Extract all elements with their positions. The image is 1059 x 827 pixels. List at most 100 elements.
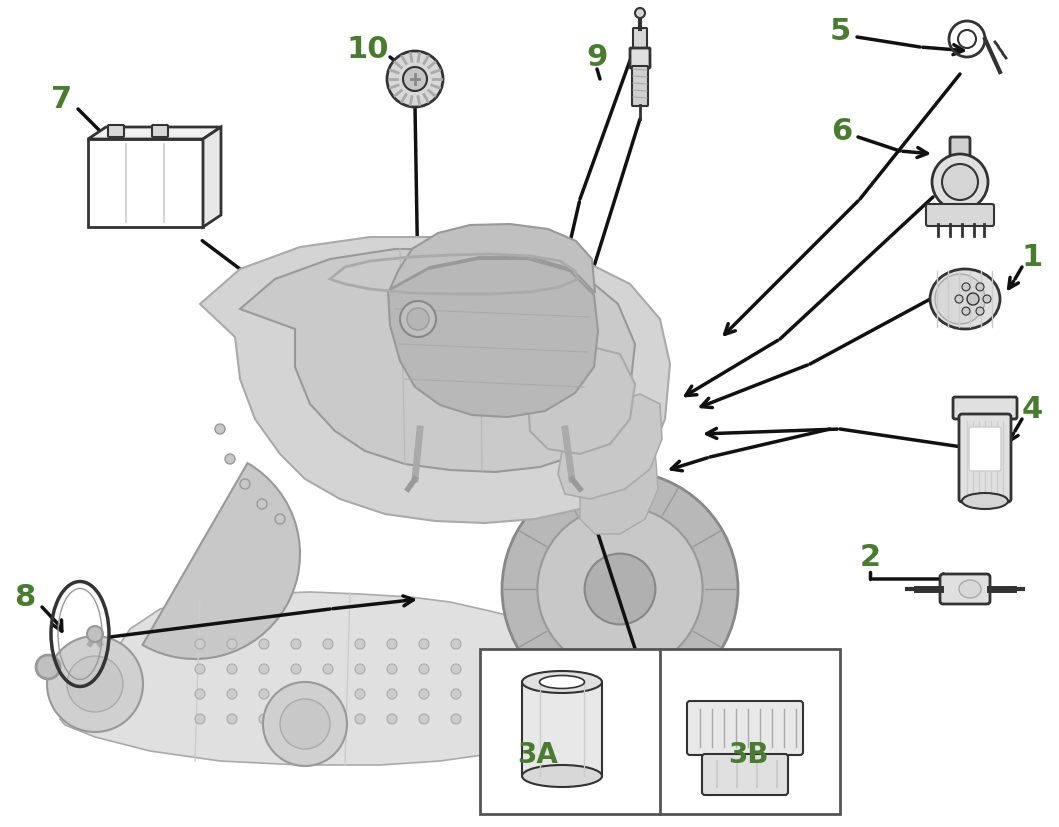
Ellipse shape xyxy=(522,672,602,693)
Circle shape xyxy=(407,308,429,331)
Circle shape xyxy=(291,639,301,649)
Circle shape xyxy=(355,715,365,724)
Circle shape xyxy=(932,155,988,211)
Circle shape xyxy=(400,302,436,337)
Ellipse shape xyxy=(962,494,1008,509)
Circle shape xyxy=(323,715,333,724)
Circle shape xyxy=(537,507,702,672)
Text: 10: 10 xyxy=(346,36,390,65)
Circle shape xyxy=(451,715,461,724)
Text: 6: 6 xyxy=(831,117,852,146)
Circle shape xyxy=(387,715,397,724)
Circle shape xyxy=(280,699,330,749)
Text: 3B: 3B xyxy=(728,740,768,768)
Circle shape xyxy=(225,455,235,465)
Polygon shape xyxy=(240,250,635,472)
Polygon shape xyxy=(203,128,221,227)
Circle shape xyxy=(419,664,429,674)
FancyBboxPatch shape xyxy=(953,398,1017,419)
Circle shape xyxy=(635,9,645,19)
Circle shape xyxy=(195,689,205,699)
Polygon shape xyxy=(388,260,598,418)
Circle shape xyxy=(355,639,365,649)
Ellipse shape xyxy=(522,765,602,787)
Circle shape xyxy=(195,639,205,649)
Circle shape xyxy=(943,165,979,201)
Circle shape xyxy=(355,689,365,699)
Circle shape xyxy=(227,689,237,699)
Circle shape xyxy=(451,639,461,649)
Text: 3A: 3A xyxy=(518,740,558,768)
Ellipse shape xyxy=(930,270,1000,330)
FancyBboxPatch shape xyxy=(969,428,1001,471)
Circle shape xyxy=(291,715,301,724)
Circle shape xyxy=(323,664,333,674)
Circle shape xyxy=(976,308,984,316)
Circle shape xyxy=(47,636,143,732)
Polygon shape xyxy=(558,394,662,500)
FancyBboxPatch shape xyxy=(926,205,994,227)
Polygon shape xyxy=(580,439,658,534)
Circle shape xyxy=(275,514,285,524)
Polygon shape xyxy=(390,225,595,294)
Circle shape xyxy=(387,689,397,699)
Text: 4: 4 xyxy=(1021,395,1043,424)
FancyBboxPatch shape xyxy=(959,414,1011,502)
Circle shape xyxy=(962,284,970,292)
Circle shape xyxy=(36,655,60,679)
FancyBboxPatch shape xyxy=(152,126,168,138)
Circle shape xyxy=(419,639,429,649)
Circle shape xyxy=(967,294,979,306)
Ellipse shape xyxy=(959,581,981,598)
Circle shape xyxy=(323,639,333,649)
Circle shape xyxy=(355,664,365,674)
Circle shape xyxy=(983,295,991,304)
Text: 1: 1 xyxy=(1021,243,1043,272)
Circle shape xyxy=(962,308,970,316)
Circle shape xyxy=(955,295,963,304)
Text: 5: 5 xyxy=(829,17,850,46)
Circle shape xyxy=(323,689,333,699)
Text: 9: 9 xyxy=(587,44,608,73)
Circle shape xyxy=(227,664,237,674)
FancyBboxPatch shape xyxy=(480,649,840,814)
Circle shape xyxy=(451,664,461,674)
Polygon shape xyxy=(60,592,575,765)
Circle shape xyxy=(976,284,984,292)
FancyBboxPatch shape xyxy=(632,67,648,107)
FancyBboxPatch shape xyxy=(940,574,990,605)
Circle shape xyxy=(259,664,269,674)
Polygon shape xyxy=(528,345,635,455)
Circle shape xyxy=(502,471,738,707)
Circle shape xyxy=(387,639,397,649)
Polygon shape xyxy=(200,237,670,523)
Circle shape xyxy=(259,715,269,724)
FancyBboxPatch shape xyxy=(702,754,788,795)
Circle shape xyxy=(195,715,205,724)
Circle shape xyxy=(259,689,269,699)
Polygon shape xyxy=(88,128,221,140)
FancyBboxPatch shape xyxy=(630,49,650,69)
FancyBboxPatch shape xyxy=(633,29,647,51)
Text: 2: 2 xyxy=(860,543,881,571)
FancyBboxPatch shape xyxy=(108,126,124,138)
Circle shape xyxy=(215,424,225,434)
FancyBboxPatch shape xyxy=(687,701,803,755)
Circle shape xyxy=(451,689,461,699)
Text: 8: 8 xyxy=(15,583,36,612)
Circle shape xyxy=(257,500,267,509)
Circle shape xyxy=(291,664,301,674)
Circle shape xyxy=(227,639,237,649)
Wedge shape xyxy=(143,463,300,659)
Circle shape xyxy=(585,554,656,624)
Circle shape xyxy=(67,656,123,712)
Circle shape xyxy=(259,639,269,649)
Circle shape xyxy=(419,689,429,699)
Circle shape xyxy=(240,480,250,490)
Circle shape xyxy=(227,715,237,724)
Circle shape xyxy=(87,626,103,643)
Ellipse shape xyxy=(935,275,985,325)
FancyBboxPatch shape xyxy=(950,138,970,172)
Ellipse shape xyxy=(539,676,585,689)
FancyBboxPatch shape xyxy=(88,140,203,227)
